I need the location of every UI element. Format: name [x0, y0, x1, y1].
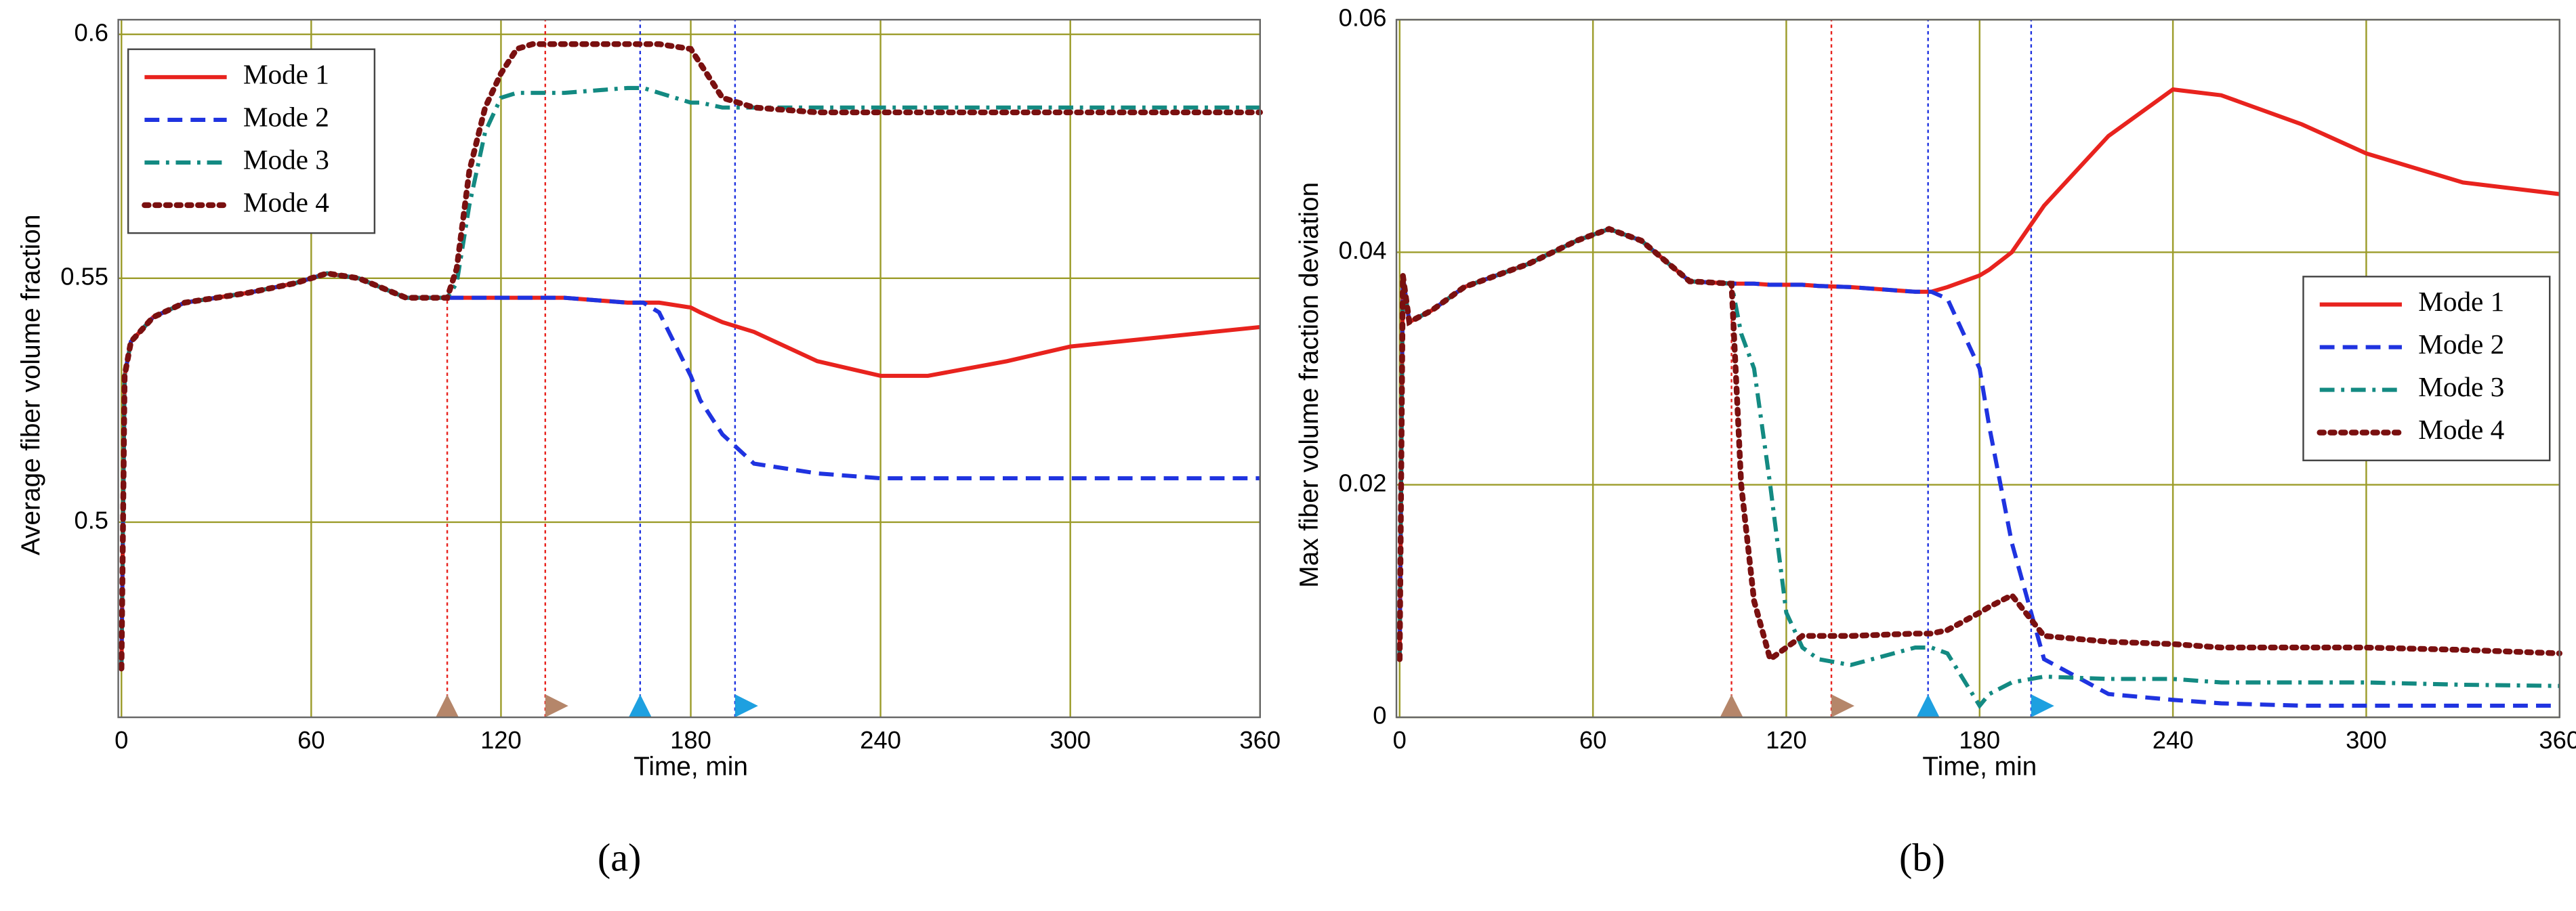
- event-marker: [734, 694, 758, 718]
- caption: (a): [598, 836, 642, 880]
- x-tick-label: 60: [1579, 726, 1606, 754]
- legend-label: Mode 1: [243, 58, 329, 89]
- event-marker: [1720, 694, 1743, 718]
- x-tick-label: 180: [1959, 726, 2000, 754]
- plot-frame: [117, 18, 1261, 719]
- series-line: [119, 41, 1264, 672]
- y-tick-label: 0.04: [1339, 236, 1387, 264]
- series-line: [1397, 226, 2560, 710]
- legend-label: Mode 3: [2418, 371, 2504, 402]
- x-tick-label: 300: [2346, 726, 2387, 754]
- plot-frame: [1395, 18, 2560, 719]
- y-tick-label: 0.06: [1339, 4, 1387, 32]
- y-tick-label: 0.55: [60, 262, 108, 290]
- y-tick-label: 0.02: [1339, 469, 1387, 496]
- x-tick-label: 120: [1766, 726, 1807, 754]
- x-axis-label: Time, min: [1922, 752, 2037, 781]
- x-axis-label: Time, min: [633, 752, 748, 781]
- y-axis-label: Max fiber volume fraction deviation: [1295, 182, 1324, 588]
- x-tick-label: 360: [1239, 726, 1281, 754]
- x-tick-label: 360: [2539, 726, 2576, 754]
- caption: (b): [1899, 836, 1945, 880]
- legend-label: Mode 4: [2418, 414, 2504, 445]
- event-marker: [628, 694, 652, 718]
- event-marker: [2031, 694, 2054, 718]
- x-tick-label: 120: [480, 726, 522, 754]
- y-tick-label: 0.6: [74, 18, 108, 46]
- event-marker: [545, 694, 568, 718]
- y-axis-label: Average fiber volume fraction: [17, 215, 46, 555]
- y-tick-label: 0.5: [74, 507, 108, 534]
- legend-label: Mode 3: [243, 144, 329, 175]
- x-tick-label: 240: [2153, 726, 2194, 754]
- event-marker: [1916, 694, 1940, 718]
- x-tick-label: 60: [297, 726, 325, 754]
- legend-label: Mode 4: [243, 186, 329, 217]
- x-tick-label: 0: [1393, 726, 1407, 754]
- legend-label: Mode 2: [243, 101, 329, 132]
- event-marker: [1831, 694, 1854, 718]
- x-tick-label: 240: [860, 726, 901, 754]
- legend-label: Mode 2: [2418, 329, 2504, 360]
- x-tick-label: 300: [1050, 726, 1091, 754]
- series-line: [1396, 226, 2562, 664]
- x-tick-label: 0: [115, 726, 128, 754]
- event-marker: [436, 694, 459, 718]
- y-tick-label: 0: [1373, 702, 1386, 729]
- x-tick-label: 180: [670, 726, 711, 754]
- legend-label: Mode 1: [2418, 286, 2504, 317]
